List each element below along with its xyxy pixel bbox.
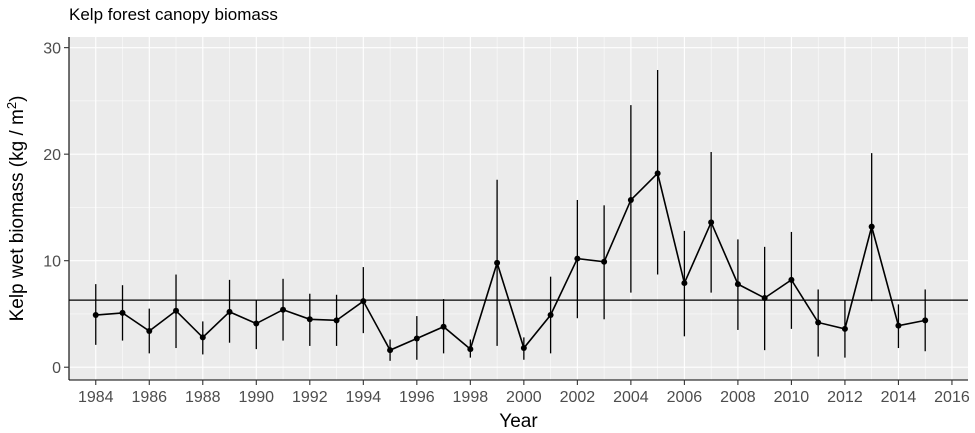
x-tick-label: 1996 bbox=[399, 389, 435, 406]
data-point bbox=[734, 281, 741, 288]
data-point bbox=[708, 219, 715, 226]
data-point bbox=[494, 259, 501, 266]
data-point bbox=[440, 323, 447, 330]
data-point bbox=[788, 276, 795, 283]
x-tick-label: 1994 bbox=[346, 389, 382, 406]
data-point bbox=[92, 312, 99, 319]
series-line bbox=[95, 171, 926, 352]
data-point bbox=[280, 306, 287, 313]
data-point bbox=[654, 170, 661, 177]
data-point bbox=[841, 325, 848, 332]
data-point bbox=[627, 196, 634, 203]
data-point bbox=[761, 294, 768, 301]
data-point bbox=[226, 308, 233, 315]
chart-title: Kelp forest canopy biomass bbox=[69, 5, 278, 24]
data-point bbox=[601, 258, 608, 265]
x-tick-label: 2004 bbox=[613, 389, 649, 406]
data-point bbox=[815, 319, 822, 326]
data-point bbox=[413, 335, 420, 342]
x-tick-label: 1998 bbox=[453, 389, 489, 406]
data-point bbox=[333, 317, 340, 324]
x-tick-label: 2008 bbox=[720, 389, 756, 406]
data-point bbox=[547, 312, 554, 319]
x-tick-label: 2016 bbox=[934, 389, 970, 406]
data-point bbox=[253, 320, 260, 327]
axes bbox=[64, 37, 968, 385]
y-tick-label: 0 bbox=[52, 360, 61, 377]
x-axis-title: Year bbox=[499, 411, 538, 432]
y-tick-labels: 0 10 20 30 bbox=[43, 41, 61, 378]
data-point bbox=[895, 322, 902, 329]
x-tick-labels: 1984 1986 1988 1990 1992 1994 1996 1998 2000 2002… bbox=[78, 389, 970, 406]
x-tick-label: 1988 bbox=[185, 389, 221, 406]
y-tick-label: 10 bbox=[43, 254, 61, 271]
y-axis-title: Kelp wet biomass (kg / m2) bbox=[4, 96, 29, 322]
data-point bbox=[467, 346, 474, 353]
data-point bbox=[868, 223, 875, 230]
data-points bbox=[92, 170, 929, 354]
data-point bbox=[387, 347, 394, 354]
x-tick-label: 2014 bbox=[881, 389, 917, 406]
data-point bbox=[360, 298, 367, 305]
data-point bbox=[520, 345, 527, 352]
x-tick-label: 1992 bbox=[292, 389, 328, 406]
y-axis-title-main: Kelp wet biomass (kg / m bbox=[7, 109, 28, 321]
y-axis-title-superscript: 2 bbox=[4, 102, 19, 109]
x-tick-label: 1984 bbox=[78, 389, 114, 406]
x-tick-label: 2012 bbox=[827, 389, 863, 406]
data-point bbox=[574, 255, 581, 262]
data-point bbox=[306, 316, 313, 323]
x-tick-label: 1990 bbox=[238, 389, 274, 406]
data-point bbox=[922, 317, 929, 324]
data-point bbox=[199, 334, 206, 341]
x-tick-label: 2006 bbox=[667, 389, 703, 406]
x-tick-label: 2010 bbox=[774, 389, 810, 406]
y-axis-title-suffix: ) bbox=[7, 96, 28, 102]
data-point bbox=[173, 307, 180, 314]
data-point bbox=[119, 309, 126, 316]
x-tick-label: 1986 bbox=[131, 389, 167, 406]
y-tick-label: 30 bbox=[43, 41, 61, 58]
y-tick-label: 20 bbox=[43, 147, 61, 164]
x-tick-label: 2002 bbox=[560, 389, 596, 406]
x-tick-label: 2000 bbox=[506, 389, 542, 406]
data-point bbox=[146, 328, 153, 334]
data-point bbox=[681, 280, 688, 287]
